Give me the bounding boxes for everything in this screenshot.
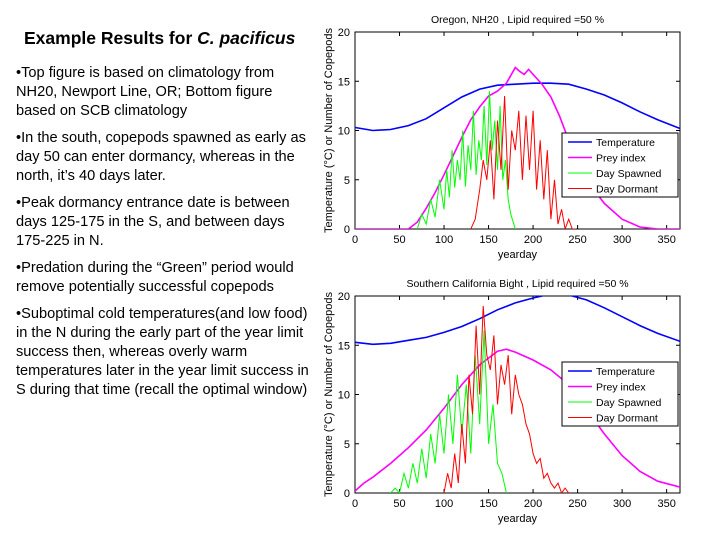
x-axis-label: yearday (498, 249, 538, 261)
y-tick-label: 10 (338, 390, 350, 402)
x-tick-label: 200 (524, 498, 542, 510)
legend-label: Day Dormant (596, 184, 658, 196)
x-tick-label: 250 (568, 234, 586, 246)
x-axis-label: yearday (498, 513, 538, 525)
legend-box (561, 361, 679, 427)
bullet-item: Predation during the “Green” period woul… (16, 259, 316, 297)
x-tick-label: 100 (435, 234, 453, 246)
y-tick-label: 0 (344, 224, 350, 236)
x-tick-label: 50 (393, 498, 405, 510)
x-tick-label: 150 (479, 498, 497, 510)
x-tick-label: 150 (479, 234, 497, 246)
title-species: C. pacificus (197, 28, 296, 48)
series-line-day-spawned (390, 330, 507, 493)
y-tick-label: 10 (338, 126, 350, 138)
legend-label: Prey index (596, 382, 646, 394)
y-tick-label: 20 (338, 291, 350, 303)
x-tick-label: 100 (435, 498, 453, 510)
legend-label: Prey index (596, 153, 646, 165)
series-line-day-dormant (443, 305, 570, 493)
legend-label: Day Spawned (596, 397, 662, 409)
chart-title: Oregon, NH20 , Lipid required =50 % (431, 14, 604, 26)
series-line-temperature (355, 296, 680, 346)
title-prefix: Example Results for (24, 28, 198, 48)
legend-label: Day Spawned (596, 168, 662, 180)
x-tick-label: 300 (613, 234, 631, 246)
series-line-temperature (355, 82, 680, 132)
x-tick-label: 50 (393, 234, 405, 246)
x-tick-label: 250 (568, 498, 586, 510)
y-tick-label: 20 (338, 27, 350, 39)
x-tick-label: 300 (613, 498, 631, 510)
bullet-list: Top figure is based on climatology from … (16, 64, 316, 408)
bullet-item: Suboptimal cold temperatures(and low foo… (16, 305, 316, 400)
legend-label: Day Dormant (596, 413, 658, 425)
chart-2: 0 50 100 150 200 250 300 350 0 5 10 15 20 Southern Ca… (323, 278, 681, 525)
y-tick-label: 0 (344, 488, 350, 500)
series-line-day-dormant (470, 95, 576, 229)
y-tick-label: 15 (338, 76, 350, 88)
x-tick-label: 0 (352, 498, 358, 510)
y-tick-label: 5 (344, 175, 350, 187)
slide-title: Example Results for C. pacificus (24, 28, 295, 49)
legend-label: Temperature (596, 366, 655, 378)
x-tick-label: 350 (657, 234, 675, 246)
series-line-day-spawned (416, 91, 516, 229)
bullet-item: Peak dormancy entrance date is between d… (16, 194, 316, 251)
bullet-item: In the south, copepods spawned as early … (16, 129, 316, 186)
x-tick-label: 350 (657, 498, 675, 510)
y-axis-label: Temperature (°C) or Number of Copepods (323, 292, 335, 497)
legend-box (561, 132, 679, 198)
x-tick-label: 0 (352, 234, 358, 246)
y-axis-label: Temperature (°C) or Number of Copepods (323, 28, 335, 233)
bullet-item: Top figure is based on climatology from … (16, 64, 316, 121)
series-line-prey-index (355, 348, 680, 492)
y-tick-label: 15 (338, 340, 350, 352)
x-tick-label: 200 (524, 234, 542, 246)
chart-1: 0 50 100 150 200 250 300 350 0 5 10 15 20 Oregon, NH2… (323, 14, 681, 261)
y-tick-label: 5 (344, 439, 350, 451)
legend-label: Temperature (596, 137, 655, 149)
chart-title: Southern California Bight , Lipid requir… (406, 278, 628, 290)
